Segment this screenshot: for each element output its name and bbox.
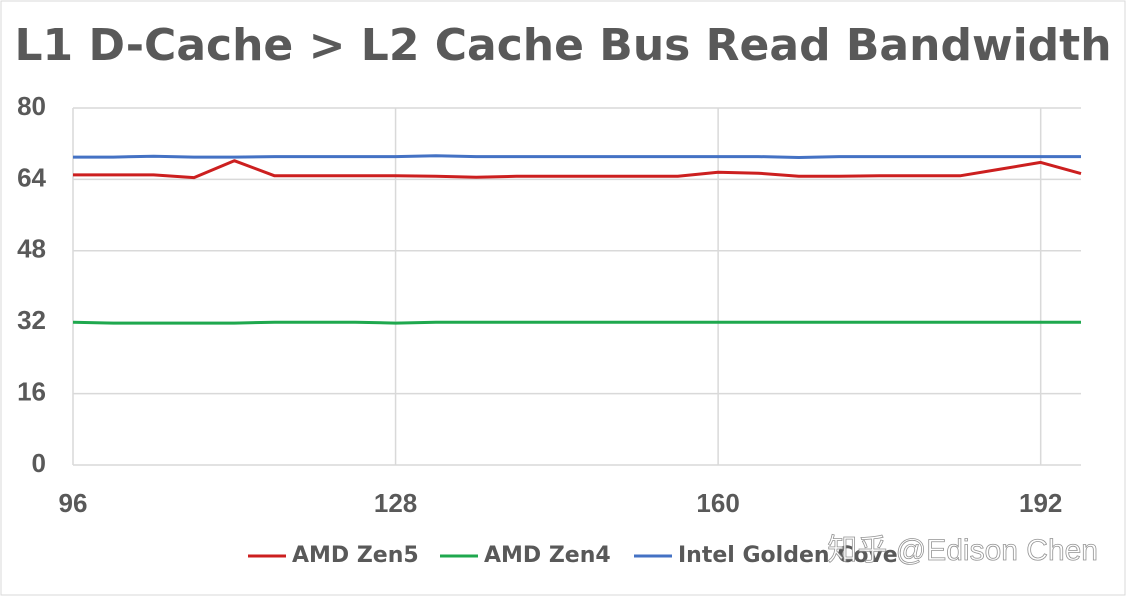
y-tick-label: 0 (32, 448, 46, 478)
series-line (72, 320, 1081, 325)
watermark: 知乎 @Edison Chen (827, 534, 1098, 567)
legend-label: AMD Zen5 (292, 543, 419, 568)
legend-label: AMD Zen4 (484, 543, 611, 568)
x-tick-label: 192 (1019, 488, 1062, 518)
y-tick-label: 48 (17, 234, 46, 264)
y-tick-label: 16 (17, 376, 46, 406)
series-line (73, 159, 1082, 180)
y-tick-label: 80 (17, 91, 46, 121)
x-tick-label: 160 (696, 488, 739, 518)
chart-title: L1 D-Cache > L2 Cache Bus Read Bandwidth (14, 20, 1111, 71)
y-tick-label: 32 (17, 305, 46, 335)
y-tick-label: 64 (17, 162, 46, 192)
x-tick-label: 128 (374, 488, 417, 518)
legend-label: Intel Golden Cove (678, 543, 898, 568)
series-line (73, 154, 1081, 159)
x-tick-label: 96 (59, 488, 88, 518)
